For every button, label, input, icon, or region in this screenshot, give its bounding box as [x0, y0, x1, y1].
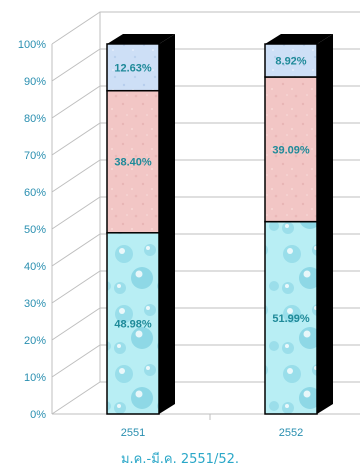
labels: 48.98% 38.40% 12.63% 51.99% 39.09% 8.92% — [114, 56, 310, 331]
data-label: 8.92% — [275, 56, 306, 68]
data-label: 51.99% — [272, 313, 310, 325]
bar-side — [159, 33, 175, 414]
y-tick-label: 50% — [24, 224, 46, 236]
axes: 0% 10% 20% 30% 40% 50% 60% 70% 80% 90% 100% 2551 255… — [18, 39, 360, 439]
bar-segment — [106, 89, 160, 234]
y-tick-label: 100% — [18, 39, 46, 51]
bar-side — [317, 34, 333, 414]
y-tick-label: 80% — [24, 113, 46, 125]
gridline — [51, 11, 360, 45]
y-tick-label: 20% — [24, 335, 46, 347]
bar-top — [107, 33, 175, 44]
stacked-bar-chart: 0% 10% 20% 30% 40% 50% 60% 70% 80% 90% 100% 2551 255… — [18, 11, 360, 439]
bar-segment — [264, 76, 318, 223]
y-tick-label: 10% — [24, 372, 46, 384]
x-tick-label: 2552 — [279, 427, 303, 439]
x-tick-label: 2551 — [121, 427, 145, 439]
bars — [106, 33, 333, 415]
data-label: 39.09% — [272, 144, 310, 156]
y-tick-label: 60% — [24, 187, 46, 199]
data-label: 38.40% — [114, 157, 152, 169]
bar-segment — [264, 43, 318, 78]
x-axis-title: ม.ค.-มี.ค. 2551/52. — [120, 452, 240, 467]
bar-segment — [106, 43, 160, 92]
bar-top — [265, 34, 333, 44]
bar-segment — [106, 232, 160, 415]
y-tick-label: 30% — [24, 298, 46, 310]
bar-segment — [264, 220, 318, 415]
data-label: 48.98% — [114, 318, 152, 330]
y-tick-label: 70% — [24, 150, 46, 162]
y-tick-label: 90% — [24, 76, 46, 88]
data-label: 12.63% — [114, 62, 152, 74]
y-tick-label: 40% — [24, 261, 46, 273]
y-tick-label: 0% — [30, 409, 46, 421]
